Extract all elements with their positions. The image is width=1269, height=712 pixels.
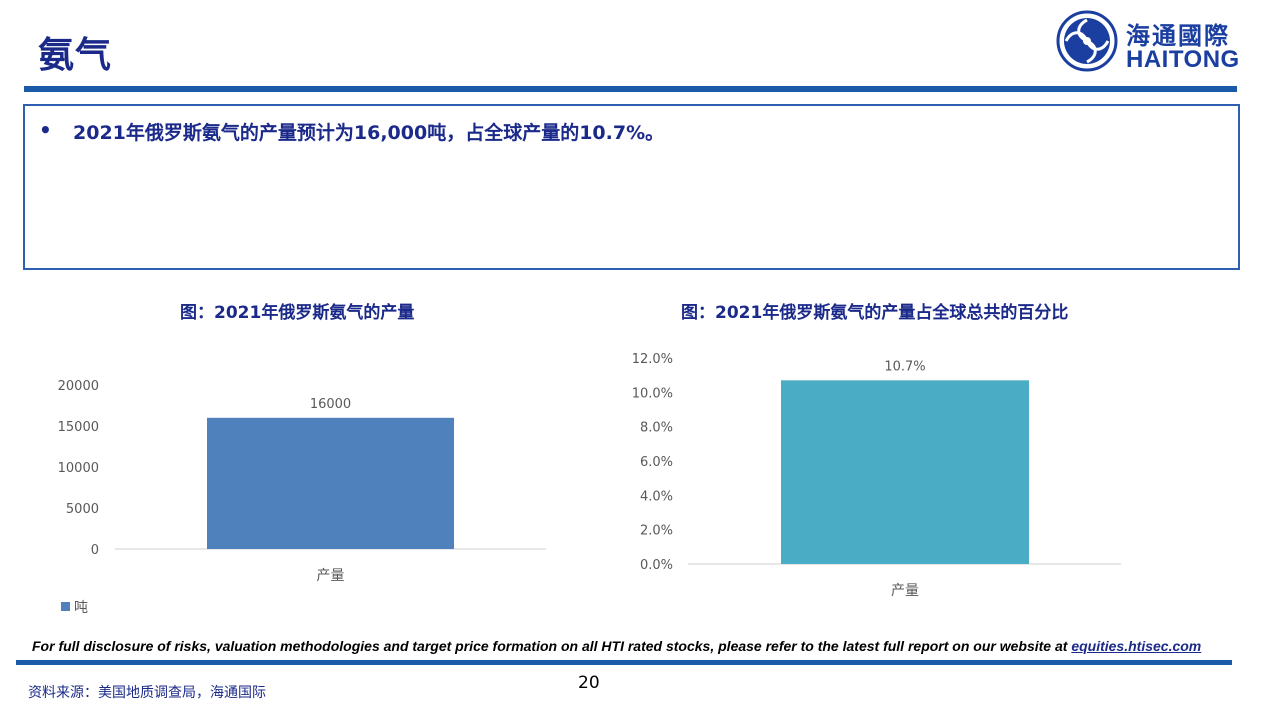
y-tick-label: 12.0%: [632, 352, 673, 367]
data-label: 10.7%: [884, 359, 925, 374]
legend: 吨: [61, 597, 88, 617]
bullet-dot: •: [39, 118, 52, 142]
source-note: 资料来源：美国地质调查局，海通国际: [28, 685, 266, 701]
category-label: 产量: [317, 568, 345, 584]
y-tick-label: 6.0%: [640, 455, 673, 470]
data-label: 16000: [310, 397, 351, 412]
y-tick-label: 2.0%: [640, 524, 673, 539]
y-tick-label: 4.0%: [640, 489, 673, 504]
y-tick-label: 10.0%: [632, 386, 673, 401]
haitong-logo-icon: [1056, 10, 1118, 72]
bottom-divider: [16, 660, 1232, 665]
chart-production: 0 5000 10000 15000 20000 16000 产量: [58, 379, 546, 584]
y-tick-label: 0.0%: [640, 558, 673, 573]
chart-title-share: 图：2021年俄罗斯氨气的产量占全球总共的百分比: [681, 303, 1069, 323]
y-tick-label: 8.0%: [640, 421, 673, 436]
y-tick-label: 10000: [58, 461, 99, 476]
bullet-text: 2021年俄罗斯氨气的产量预计为16,000吨，占全球产量的10.7%。: [73, 122, 665, 144]
bar: [207, 417, 454, 549]
top-divider: [24, 86, 1237, 92]
disclosure: For full disclosure of risks, valuation …: [32, 638, 1232, 654]
disclosure-text: For full disclosure of risks, valuation …: [32, 638, 1072, 654]
legend-swatch: [61, 602, 70, 611]
page-title: 氨气: [38, 35, 113, 76]
bar: [781, 380, 1029, 564]
y-tick-label: 5000: [66, 502, 99, 517]
logo-english-text: HAITONG: [1126, 46, 1240, 73]
chart-share: 0.0% 2.0% 4.0% 6.0% 8.0% 10.0% 12.0% 10.7% 产量: [632, 352, 1121, 599]
category-label: 产量: [891, 583, 919, 599]
y-tick-label: 15000: [58, 420, 99, 435]
y-tick-label: 20000: [58, 379, 99, 394]
y-tick-label: 0: [91, 543, 99, 558]
logo: 海通國際 HAITONG: [1056, 10, 1242, 74]
page-number: 20: [578, 673, 600, 693]
logo-chinese-text: 海通國際: [1126, 22, 1230, 50]
chart-title-production: 图：2021年俄罗斯氨气的产量: [180, 303, 415, 323]
disclosure-link[interactable]: equities.htisec.com: [1071, 638, 1202, 654]
bullet-box: • 2021年俄罗斯氨气的产量预计为16,000吨，占全球产量的10.7%。: [23, 104, 1240, 270]
legend-label: 吨: [74, 600, 88, 616]
